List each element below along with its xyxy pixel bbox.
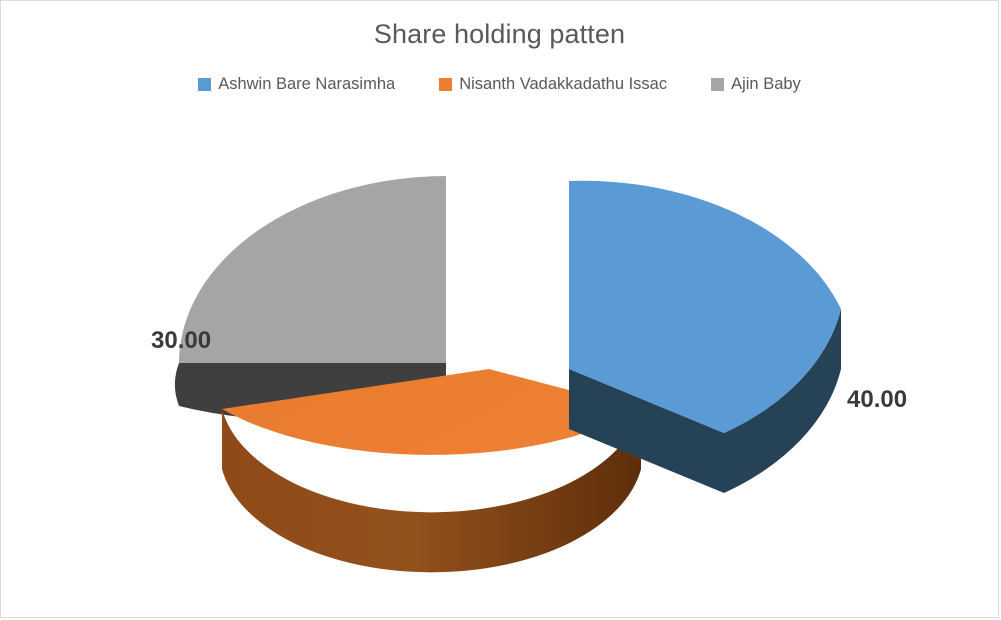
legend-item-ajin-baby[interactable]: Ajin Baby [711,75,801,94]
legend-label-ajin-baby: Ajin Baby [731,75,801,93]
legend-item-nisanth-vadakkadathu-issac[interactable]: Nisanth Vadakkadathu Issac [439,75,667,94]
pie-slice-nisanth-vadakkadathu-issac[interactable] [222,369,641,573]
legend-swatch-orange-icon [439,78,453,91]
pie-slice-nisanth-vadakkadathu-issac-top [222,369,641,455]
pie-plot-area: 30.00 40.00 30.00 [1,121,998,617]
chart-title: Share holding patten [373,19,626,49]
legend-item-ashwin-bare-narasimha[interactable]: Ashwin Bare Narasimha [198,75,395,94]
pie-slice-ajin-baby-top [179,176,446,363]
pie-chart-3d [174,176,841,573]
legend-label-nisanth-vadakkadathu-issac: Nisanth Vadakkadathu Issac [459,75,668,93]
legend-swatch-gray-icon [711,78,725,91]
legend-swatch-blue-icon [198,78,212,91]
data-label-ashwin-bare-narasimha: 40.00 [847,386,908,413]
legend-label-ashwin-bare-narasimha: Ashwin Bare Narasimha [218,75,396,93]
data-label-ajin-baby: 30.00 [151,327,212,354]
pie-slice-nisanth-vadakkadathu-issac-side [222,409,641,573]
pie-slice-ashwin-bare-narasimha-top [569,180,841,433]
pie-slice-ashwin-bare-narasimha[interactable] [569,180,841,493]
chart-legend: Ashwin Bare Narasimha Nisanth Vadakkadat… [1,75,998,94]
pie-slice-ashwin-bare-narasimha-side [569,309,841,493]
